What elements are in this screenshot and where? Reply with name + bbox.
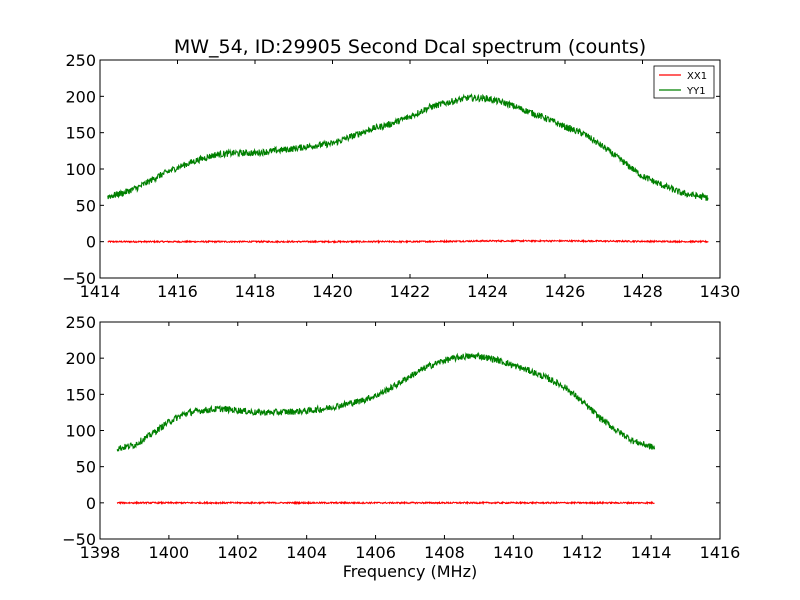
series-line-yy1 <box>107 93 709 201</box>
x-axis-label: Frequency (MHz) <box>343 562 477 581</box>
y-tick-label: 250 <box>65 313 96 332</box>
x-tick-label: 1418 <box>235 282 276 301</box>
y-tick-label: −50 <box>62 530 96 549</box>
y-tick-label: 50 <box>76 458 96 477</box>
series-line-yy1 <box>116 351 656 452</box>
series-line-xx1 <box>116 500 655 506</box>
x-tick-label: 1422 <box>390 282 431 301</box>
y-tick-label: 200 <box>65 87 96 106</box>
x-tick-label: 1414 <box>631 543 672 562</box>
x-tick-label: 1426 <box>545 282 586 301</box>
y-tick-label: 0 <box>86 494 96 513</box>
y-ticks: −50 0 50 100 150 200 250 <box>62 313 720 549</box>
series-line-xx1 <box>107 238 709 245</box>
y-tick-label: 150 <box>65 124 96 143</box>
x-tick-label: 1406 <box>355 543 396 562</box>
x-ticks: 1398 1400 1402 1404 1406 1408 1410 1412 1414 1416 <box>80 322 741 562</box>
series-group <box>107 93 709 245</box>
bottom-axes: 1398 1400 1402 1404 1406 1408 1410 1412 1414 1416… <box>62 313 740 562</box>
x-tick-label: 1412 <box>562 543 603 562</box>
x-tick-label: 1398 <box>80 543 121 562</box>
y-tick-label: 0 <box>86 233 96 252</box>
x-tick-label: 1400 <box>149 543 190 562</box>
legend-box <box>653 65 715 99</box>
legend-label-xx1: XX1 <box>687 71 707 82</box>
y-tick-label: −50 <box>62 269 96 288</box>
x-tick-label: 1416 <box>157 282 198 301</box>
figure-title: MW_54, ID:29905 Second Dcal spectrum (co… <box>174 36 646 58</box>
y-tick-label: 250 <box>65 51 96 70</box>
x-ticks: 1414 1416 1418 1420 1422 1424 1426 1428 1430 <box>80 60 741 301</box>
top-axes: 1414 1416 1418 1420 1422 1424 1426 1428 1430 −50 0… <box>62 51 740 301</box>
x-tick-label: 1404 <box>286 543 327 562</box>
y-tick-label: 150 <box>65 385 96 404</box>
y-tick-label: 50 <box>76 196 96 215</box>
x-tick-label: 1420 <box>312 282 353 301</box>
x-tick-label: 1414 <box>80 282 121 301</box>
y-tick-label: 200 <box>65 349 96 368</box>
x-tick-label: 1424 <box>467 282 508 301</box>
x-tick-label: 1410 <box>493 543 534 562</box>
y-ticks: −50 0 50 100 150 200 250 <box>62 51 720 288</box>
y-tick-label: 100 <box>65 422 96 441</box>
x-tick-label: 1428 <box>622 282 663 301</box>
x-tick-label: 1402 <box>217 543 258 562</box>
x-tick-label: 1416 <box>700 543 741 562</box>
x-tick-label: 1430 <box>700 282 741 301</box>
y-tick-label: 100 <box>65 160 96 179</box>
x-tick-label: 1408 <box>424 543 465 562</box>
legend-label-yy1: YY1 <box>686 86 706 97</box>
series-group <box>116 351 656 506</box>
